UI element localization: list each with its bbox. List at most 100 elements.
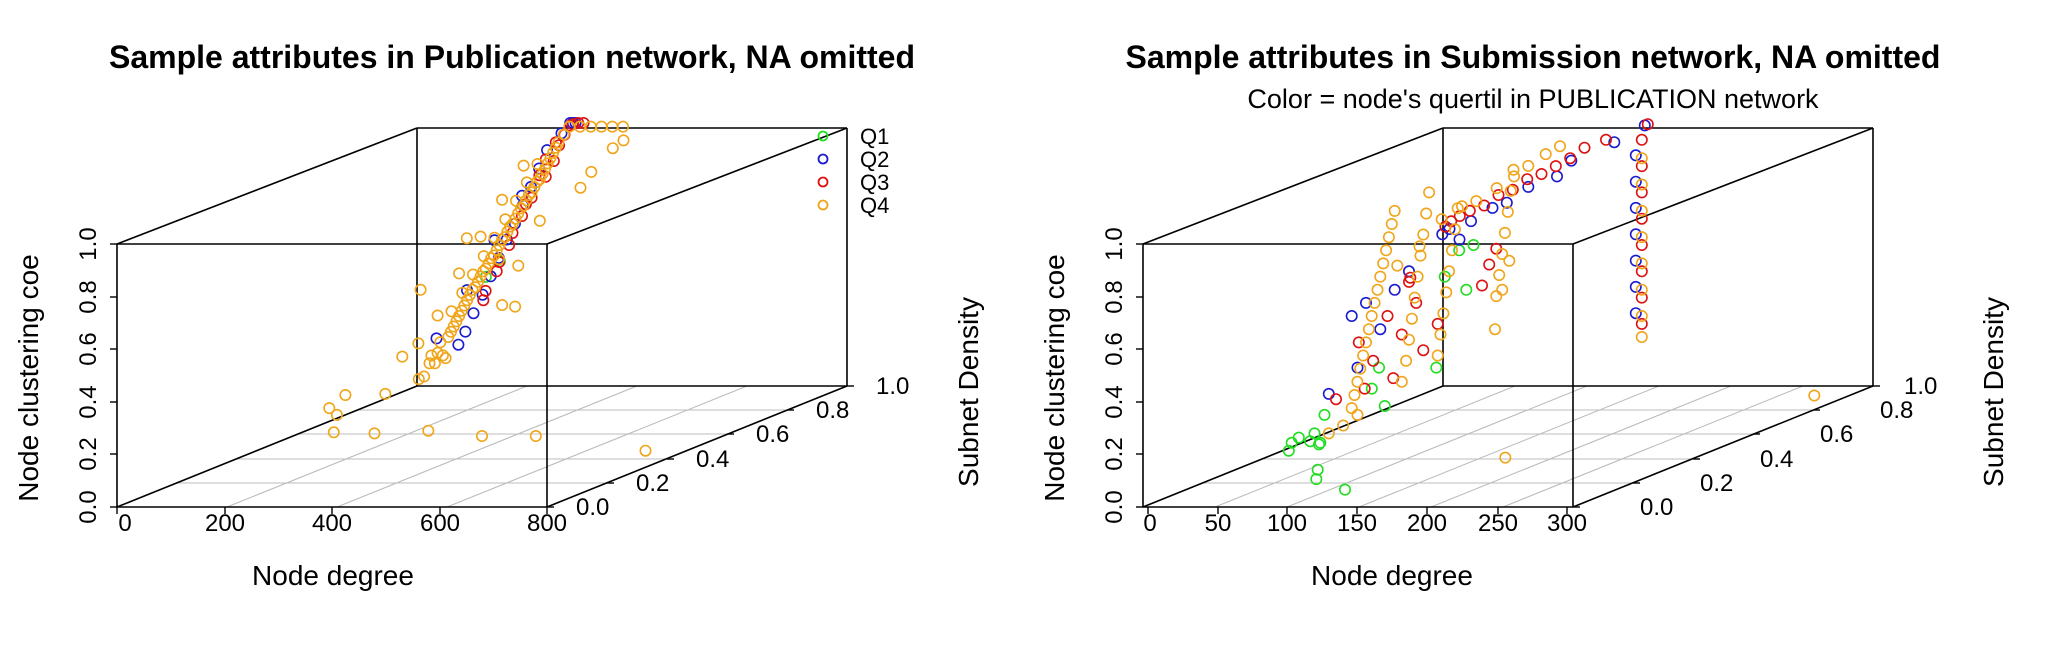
data-point-q4 xyxy=(1377,257,1390,270)
z-tick-label: 0.4 xyxy=(696,446,729,473)
data-point-q2 xyxy=(430,332,443,345)
data-point-q4 xyxy=(1357,349,1370,362)
data-point-q3 xyxy=(1635,186,1648,199)
x-axis-label: Node degree xyxy=(252,560,414,591)
data-point-q3 xyxy=(1641,118,1654,131)
chart-subtitle: Color = node's quertil in PUBLICATION ne… xyxy=(1247,84,1819,114)
data-point-q4 xyxy=(1345,402,1358,415)
data-point-q4 xyxy=(1635,152,1648,165)
data-point-q4 xyxy=(1554,140,1567,153)
data-point-q4 xyxy=(1499,451,1512,464)
data-point-q4 xyxy=(531,158,544,171)
legend-label-q2: Q2 xyxy=(860,147,889,172)
y-axis-label: Node clustering coe xyxy=(1039,254,1070,501)
x-tick-label: 50 xyxy=(1205,510,1232,537)
data-point-q4 xyxy=(431,309,444,322)
data-point-q4 xyxy=(1635,330,1648,343)
publication-network-panel: Sample attributes in Publication network… xyxy=(13,39,984,591)
data-point-q4 xyxy=(1385,218,1398,231)
data-point-q4 xyxy=(1411,270,1424,283)
x-tick-label: 250 xyxy=(1478,510,1518,537)
data-point-q4 xyxy=(474,230,487,243)
data-point-q2 xyxy=(1345,309,1358,322)
data-point-q4 xyxy=(456,286,469,299)
data-point-q3 xyxy=(1395,328,1408,341)
data-point-q1 xyxy=(1292,431,1305,444)
data-point-q3 xyxy=(1535,168,1548,181)
y-tick-label: 0.6 xyxy=(75,332,102,365)
data-point-q3 xyxy=(1417,344,1430,357)
data-point-q4 xyxy=(327,426,340,439)
data-point-q1 xyxy=(1313,438,1326,451)
data-point-q4 xyxy=(412,337,425,350)
y-axis-label: Node clustering coe xyxy=(13,254,44,501)
data-point-q2 xyxy=(1629,228,1642,241)
data-point-q4 xyxy=(414,283,427,296)
data-point-q4 xyxy=(1635,309,1648,322)
data-point-q3 xyxy=(477,294,490,307)
data-point-q2 xyxy=(1629,280,1642,293)
data-point-q4 xyxy=(1539,148,1552,161)
data-point-q2 xyxy=(1629,307,1642,320)
data-point-q4 xyxy=(1403,333,1416,346)
data-point-q4 xyxy=(616,120,629,133)
z-tick-label: 0.6 xyxy=(1820,421,1853,448)
data-point-q4 xyxy=(1337,419,1350,432)
data-point-q2 xyxy=(1360,296,1373,309)
data-point-q4 xyxy=(1635,257,1648,270)
x-tick-label: 600 xyxy=(420,510,460,537)
data-point-q4 xyxy=(1351,375,1364,388)
data-point-q4 xyxy=(485,252,498,265)
data-point-q4 xyxy=(396,350,409,363)
data-point-q3 xyxy=(1549,160,1562,173)
data-point-q2 xyxy=(452,338,465,351)
data-point-q3 xyxy=(1635,133,1648,146)
z-axis: 0.0 0.2 0.4 0.6 0.8 1.0 Subnet Density xyxy=(547,297,984,521)
data-point-q4 xyxy=(1360,336,1373,349)
z-tick-label: 1.0 xyxy=(1904,373,1937,400)
data-point-q3 xyxy=(1492,189,1505,202)
data-point-q4 xyxy=(323,402,336,415)
data-points xyxy=(323,117,652,457)
x-axis: 0 50 100 150 200 250 300 Node degree xyxy=(1143,507,1587,591)
data-point-q3 xyxy=(1635,239,1648,252)
data-point-q4 xyxy=(1496,248,1509,261)
data-point-q3 xyxy=(1330,393,1343,406)
data-point-q4 xyxy=(1522,159,1535,172)
data-point-q4 xyxy=(1446,244,1459,257)
data-point-q4 xyxy=(1443,265,1456,278)
data-point-q1 xyxy=(1318,408,1331,421)
data-points xyxy=(1282,118,1821,496)
data-point-q3 xyxy=(1431,317,1444,330)
x-tick-label: 150 xyxy=(1337,510,1377,537)
data-point-q3 xyxy=(539,170,552,183)
data-point-q2 xyxy=(1522,180,1535,193)
data-point-q4 xyxy=(499,213,512,226)
x-tick-label: 100 xyxy=(1267,510,1307,537)
data-point-q1 xyxy=(1460,283,1473,296)
data-point-q4 xyxy=(425,349,438,362)
data-point-q4 xyxy=(1388,204,1401,217)
data-point-q4 xyxy=(1498,226,1511,239)
y-tick-label: 0.8 xyxy=(75,280,102,313)
data-point-q4 xyxy=(1504,184,1517,197)
data-point-q1 xyxy=(1373,361,1386,374)
chart-title: Sample attributes in Submission network,… xyxy=(1126,39,1941,75)
z-tick-label: 0.0 xyxy=(1640,494,1673,521)
data-point-q4 xyxy=(533,214,546,227)
legend-marker-q4 xyxy=(817,199,829,211)
z-tick-label: 0.2 xyxy=(1700,470,1733,497)
data-point-q1 xyxy=(1310,473,1323,486)
data-point-q2 xyxy=(467,307,480,320)
y-tick-label: 1.0 xyxy=(75,227,102,260)
y-axis: 0.0 0.2 0.4 0.6 0.8 1.0 Node clustering … xyxy=(1039,227,1143,524)
data-point-q3 xyxy=(1564,152,1577,165)
data-point-q4 xyxy=(496,193,509,206)
data-point-q4 xyxy=(1635,283,1648,296)
data-point-q1 xyxy=(1430,361,1443,374)
data-point-q4 xyxy=(585,165,598,178)
data-point-q3 xyxy=(1578,141,1591,154)
data-point-q3 xyxy=(1352,336,1365,349)
data-point-q3 xyxy=(1600,133,1613,146)
